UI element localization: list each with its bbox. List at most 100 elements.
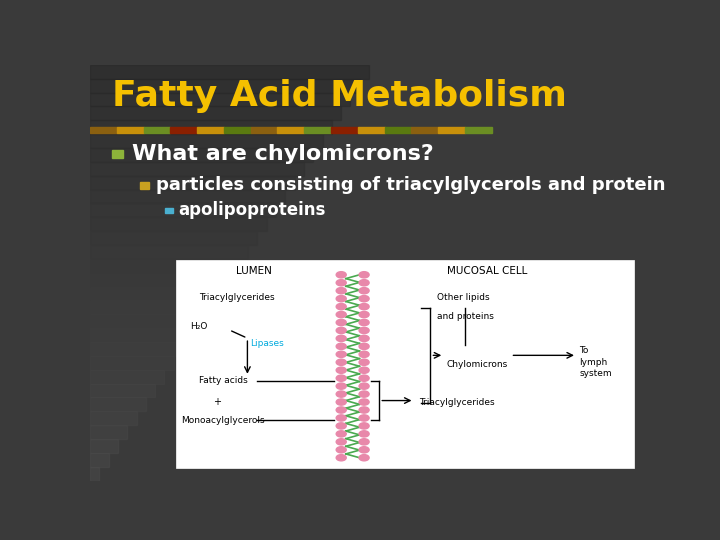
Bar	[438, 127, 465, 133]
Ellipse shape	[359, 375, 369, 381]
Text: Fatty acids: Fatty acids	[199, 376, 248, 386]
Bar	[305, 127, 331, 133]
Ellipse shape	[336, 272, 346, 278]
Bar	[90, 217, 266, 231]
Ellipse shape	[336, 383, 346, 389]
Ellipse shape	[359, 399, 369, 405]
Ellipse shape	[336, 375, 346, 381]
Ellipse shape	[359, 367, 369, 373]
Ellipse shape	[359, 359, 369, 366]
Ellipse shape	[359, 312, 369, 318]
Ellipse shape	[336, 407, 346, 413]
Bar	[171, 127, 197, 133]
Bar	[90, 370, 164, 383]
Ellipse shape	[359, 407, 369, 413]
Ellipse shape	[336, 312, 346, 318]
Bar	[176, 260, 634, 468]
Bar	[90, 231, 258, 245]
Text: Lipases: Lipases	[250, 339, 284, 348]
Ellipse shape	[336, 391, 346, 397]
Bar	[90, 411, 137, 425]
Bar	[90, 162, 304, 176]
Ellipse shape	[336, 327, 346, 334]
Bar	[143, 127, 171, 133]
Bar	[90, 273, 230, 287]
Ellipse shape	[359, 303, 369, 310]
Ellipse shape	[336, 280, 346, 286]
Bar	[90, 342, 183, 356]
Ellipse shape	[336, 343, 346, 349]
Ellipse shape	[336, 367, 346, 373]
Ellipse shape	[359, 447, 369, 453]
Ellipse shape	[336, 288, 346, 294]
Bar	[90, 453, 109, 467]
Bar	[90, 190, 285, 204]
Text: particles consisting of triacylglycerols and protein: particles consisting of triacylglycerols…	[156, 177, 665, 194]
Text: Chylomicrons: Chylomicrons	[446, 360, 508, 369]
Bar	[358, 127, 384, 133]
Ellipse shape	[336, 438, 346, 445]
Ellipse shape	[359, 319, 369, 326]
Ellipse shape	[359, 415, 369, 421]
Bar	[90, 383, 155, 397]
Text: Monoacylglycerols: Monoacylglycerols	[181, 416, 265, 425]
Text: +: +	[213, 396, 221, 407]
Bar	[90, 120, 332, 134]
Ellipse shape	[359, 272, 369, 278]
Text: H₂O: H₂O	[190, 322, 207, 331]
Bar	[90, 204, 276, 217]
Ellipse shape	[336, 431, 346, 437]
Text: Other lipids: Other lipids	[437, 293, 490, 302]
Bar	[331, 127, 358, 133]
Bar	[197, 127, 224, 133]
Ellipse shape	[359, 343, 369, 349]
Bar	[384, 127, 411, 133]
Text: Triacylglycerides: Triacylglycerides	[419, 398, 495, 407]
Ellipse shape	[359, 288, 369, 294]
Ellipse shape	[336, 399, 346, 405]
Ellipse shape	[359, 351, 369, 357]
Ellipse shape	[336, 415, 346, 421]
Bar	[140, 182, 149, 188]
Ellipse shape	[336, 319, 346, 326]
Ellipse shape	[359, 295, 369, 302]
Ellipse shape	[359, 423, 369, 429]
Text: LUMEN: LUMEN	[236, 266, 272, 275]
Ellipse shape	[336, 423, 346, 429]
Bar	[90, 106, 341, 120]
Bar	[90, 287, 220, 300]
Text: What are chylomicrons?: What are chylomicrons?	[132, 144, 433, 164]
Ellipse shape	[359, 438, 369, 445]
Bar	[465, 127, 492, 133]
Bar	[90, 425, 127, 439]
Ellipse shape	[336, 295, 346, 302]
Bar	[90, 92, 351, 106]
Text: Triacylglycerides: Triacylglycerides	[199, 293, 275, 302]
Text: MUCOSAL CELL: MUCOSAL CELL	[447, 266, 528, 275]
Ellipse shape	[336, 447, 346, 453]
Bar	[90, 467, 99, 481]
Bar	[277, 127, 305, 133]
Text: To
lymph
system: To lymph system	[579, 347, 612, 377]
Bar	[90, 259, 239, 273]
Ellipse shape	[359, 431, 369, 437]
Ellipse shape	[336, 455, 346, 461]
Bar	[90, 328, 192, 342]
Ellipse shape	[359, 280, 369, 286]
Ellipse shape	[336, 351, 346, 357]
Text: apolipoproteins: apolipoproteins	[178, 201, 325, 219]
Ellipse shape	[336, 335, 346, 341]
Bar	[90, 356, 174, 370]
Bar	[224, 127, 251, 133]
Bar	[117, 127, 143, 133]
Bar	[90, 79, 360, 92]
Bar	[90, 134, 323, 148]
Ellipse shape	[359, 383, 369, 389]
Ellipse shape	[336, 303, 346, 310]
Bar	[90, 300, 211, 314]
Bar	[90, 314, 202, 328]
Bar	[411, 127, 438, 133]
Bar	[90, 65, 369, 79]
Bar	[90, 397, 145, 411]
Text: and proteins: and proteins	[437, 312, 494, 321]
